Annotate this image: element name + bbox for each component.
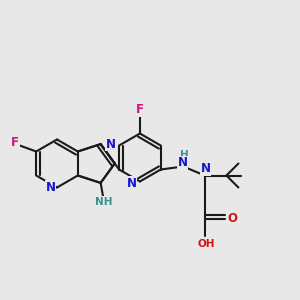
Text: NH: NH — [95, 197, 113, 207]
Text: N: N — [178, 156, 188, 170]
Text: N: N — [45, 181, 56, 194]
Text: N: N — [127, 176, 136, 190]
Text: O: O — [228, 212, 238, 225]
Text: N: N — [200, 162, 210, 176]
Text: F: F — [136, 103, 144, 116]
Text: OH: OH — [198, 238, 215, 249]
Text: H: H — [180, 150, 189, 160]
Text: F: F — [11, 136, 19, 149]
Text: N: N — [106, 137, 116, 151]
